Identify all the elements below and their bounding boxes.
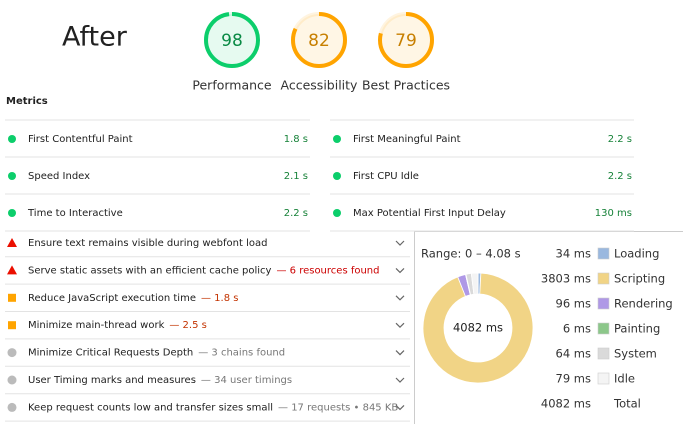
audit-title: Minimize main-thread work (28, 320, 165, 331)
metric-name: Speed Index (28, 171, 90, 182)
audit-icon-info (7, 348, 17, 358)
metrics-title: Metrics (6, 96, 48, 107)
audit-title: Keep request counts low and transfer siz… (28, 402, 273, 413)
total-label: Total (613, 397, 641, 411)
chevron[interactable] (395, 267, 405, 274)
legend-swatch (597, 247, 610, 260)
metric-status (333, 135, 341, 143)
header-title: After (62, 22, 128, 53)
audit-icon-info (7, 402, 17, 412)
legend-label: Painting (614, 322, 660, 336)
audit-text: Minimize main-thread work — 2.5 s (28, 320, 207, 331)
gauge-label: Performance (192, 78, 272, 93)
audit-title: Reduce JavaScript execution time (28, 293, 196, 304)
breakdown-panel (414, 231, 683, 424)
audit-detail: — 1.8 s (201, 293, 238, 304)
chevron[interactable] (395, 322, 405, 329)
audit-detail: — 17 requests • 845 KB (278, 402, 398, 413)
audit-title: Minimize Critical Requests Depth (28, 348, 193, 359)
audit-detail: — 3 chains found (198, 348, 285, 359)
legend-label: Idle (614, 372, 635, 386)
legend-swatch (597, 272, 610, 285)
metric-name: Time to Interactive (27, 208, 123, 219)
audit-text: Keep request counts low and transfer siz… (28, 402, 398, 413)
legend-value: 64 ms (556, 347, 591, 361)
metric-status (333, 172, 341, 180)
gauge-arc (204, 12, 260, 68)
metric-status (8, 172, 16, 180)
chevron[interactable] (395, 404, 405, 411)
gauge-score: 82 (308, 31, 330, 51)
donut-segment (422, 272, 534, 384)
metric-name: First Meaningful Paint (353, 134, 461, 145)
legend-value: 3803 ms (541, 272, 591, 286)
audit-title: Serve static assets with an efficient ca… (28, 265, 272, 276)
gauge-label: Best Practices (362, 78, 450, 93)
audit-text: Reduce JavaScript execution time — 1.8 s (28, 293, 238, 304)
chevron[interactable] (395, 240, 405, 246)
audit-title: Ensure text remains visible during webfo… (28, 238, 267, 249)
metric-name: Max Potential First Input Delay (353, 208, 506, 219)
audit-text: Minimize Critical Requests Depth — 3 chai… (28, 348, 285, 359)
metric-name: First CPU Idle (353, 171, 419, 182)
metric-value: 2.2 s (284, 208, 308, 219)
legend-label: System (614, 347, 657, 361)
metric-value: 130 ms (595, 208, 632, 219)
audit-detail: — 2.5 s (169, 320, 206, 331)
chevron[interactable] (395, 350, 405, 356)
metric-value: 2.2 s (608, 134, 632, 145)
gauge-label: Accessibility (281, 78, 359, 93)
legend-value: 79 ms (556, 372, 591, 386)
gauge-arc (291, 12, 347, 68)
legend-label: Scripting (614, 272, 665, 286)
legend-swatch (597, 297, 610, 310)
donut-center: 4082 ms (453, 321, 503, 335)
metric-value: 2.1 s (284, 171, 308, 182)
legend-value: 96 ms (556, 297, 591, 311)
total-value: 4082 ms (541, 397, 591, 411)
metric-value: 1.8 s (284, 134, 308, 145)
audit-text: User Timing marks and measures — 34 user … (28, 375, 292, 386)
legend-value: 34 ms (556, 247, 591, 261)
audit-text: Ensure text remains visible during webfo… (28, 238, 267, 249)
audit-text: Serve static assets with an efficient ca… (28, 265, 380, 276)
legend-value: 6 ms (563, 322, 591, 336)
legend-label: Rendering (614, 297, 673, 311)
audit-icon-average (8, 293, 16, 302)
gauge-score: 98 (221, 31, 243, 51)
audit-title: User Timing marks and measures (28, 375, 196, 386)
metric-name: First Contentful Paint (28, 134, 133, 145)
metric-value: 2.2 s (608, 171, 632, 182)
audit-detail: — 6 resources found (276, 265, 379, 276)
legend-label: Loading (614, 247, 659, 261)
gauge-score: 79 (395, 31, 417, 51)
metric-status (8, 135, 16, 143)
gauge-arc (378, 12, 434, 68)
chevron[interactable] (395, 377, 405, 383)
audit-icon-info (7, 375, 17, 385)
legend-swatch (597, 372, 610, 385)
audit-detail: — 34 user timings (201, 375, 292, 386)
legend-swatch (597, 347, 610, 360)
metric-status (333, 209, 341, 217)
chevron[interactable] (395, 295, 405, 301)
audit-icon-average (8, 321, 16, 330)
metric-status (8, 209, 16, 217)
legend-swatch (597, 322, 610, 335)
audit-icon-fail (7, 265, 17, 275)
range-label: Range: 0 – 4.08 s (421, 247, 521, 261)
donut-segment (470, 272, 479, 295)
audit-icon-fail (7, 238, 17, 247)
